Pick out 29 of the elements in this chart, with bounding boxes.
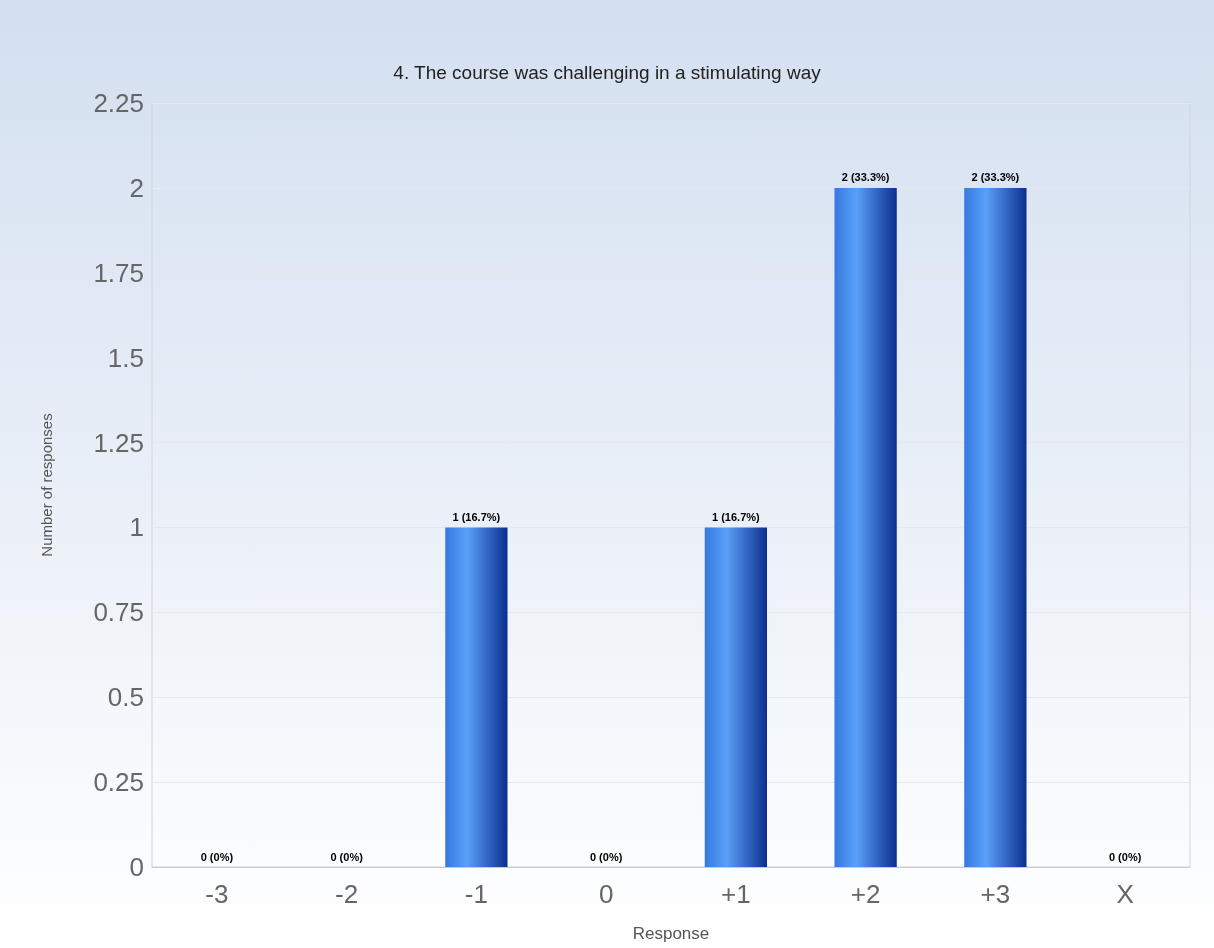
y-tick-label: 0.5	[107, 682, 144, 713]
y-tick-label: 2.25	[93, 88, 144, 118]
data-label: 0 (0%)	[1108, 850, 1142, 863]
x-tick-label: +2	[850, 879, 881, 909]
y-tick-label: 1.5	[107, 342, 144, 373]
y-tick-label: 1	[129, 512, 144, 543]
chart-title: 4. The course was challenging in a stimulating way	[393, 62, 822, 83]
y-tick-label: 1.75	[93, 257, 144, 288]
x-tick-label: X	[1116, 879, 1134, 909]
data-label: 0 (0%)	[200, 850, 234, 863]
data-label: 1 (16.7%)	[712, 510, 761, 523]
x-tick-label: +3	[980, 879, 1011, 909]
x-axis-title: Response	[632, 924, 710, 943]
data-label: 0 (0%)	[330, 850, 364, 863]
x-tick-label: -2	[335, 879, 359, 909]
data-label: 2 (33.3%)	[841, 171, 890, 184]
data-label: 0 (0%)	[589, 850, 623, 863]
y-tick-label: 0	[129, 852, 144, 882]
y-tick-label: 0.25	[93, 767, 144, 798]
y-tick-label: 1.25	[93, 427, 144, 458]
data-label: 1 (16.7%)	[452, 510, 501, 523]
y-tick-label: 0.75	[93, 597, 144, 628]
y-axis-title: Number of responses	[38, 413, 55, 557]
x-tick-label: -3	[205, 879, 229, 909]
x-tick-label: 0	[598, 879, 614, 909]
x-tick-label: -1	[464, 879, 488, 909]
x-tick-label: +1	[721, 879, 751, 909]
y-tick-label: 2	[129, 172, 144, 203]
data-label: 2 (33.3%)	[971, 171, 1020, 184]
